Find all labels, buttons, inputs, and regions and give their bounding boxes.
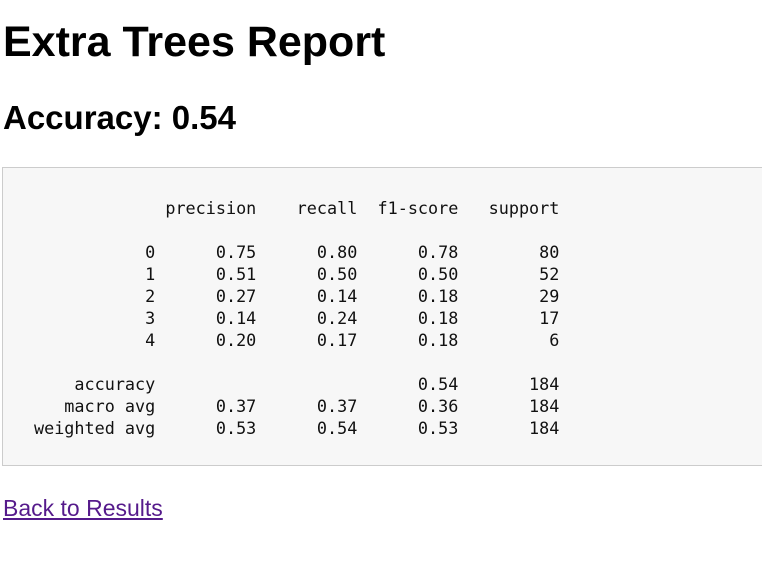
page-title: Extra Trees Report	[3, 18, 386, 66]
accuracy-value: 0.54	[171, 99, 236, 136]
back-to-results-link[interactable]: Back to Results	[3, 495, 163, 521]
accuracy-label: Accuracy:	[3, 99, 172, 136]
accuracy-heading: Accuracy: 0.54	[3, 98, 236, 138]
classification-report-text: precision recall f1-score support 0 0.75…	[34, 198, 560, 438]
classification-report-box: precision recall f1-score support 0 0.75…	[2, 167, 762, 466]
